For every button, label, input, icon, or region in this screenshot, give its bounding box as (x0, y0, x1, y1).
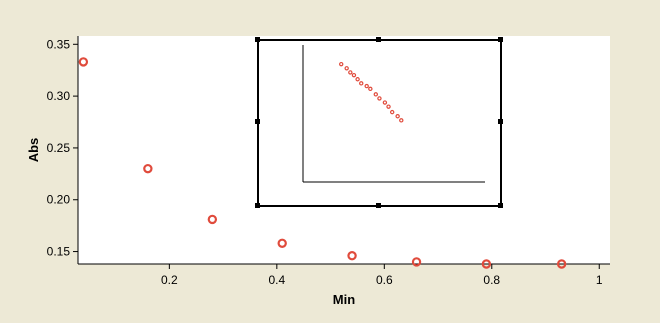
y-tick-label: 0.30 (47, 89, 71, 103)
data-point (347, 251, 357, 261)
y-tick-label: 0.25 (47, 141, 71, 155)
inset-corner-marker (498, 203, 503, 208)
inset-data-point (377, 96, 382, 101)
y-tick-label: 0.35 (47, 37, 71, 51)
inset-edge-marker (376, 203, 381, 208)
inset-data-point (399, 118, 404, 123)
inset-data-point (389, 109, 395, 115)
data-point (556, 259, 567, 269)
x-ticks: 0.2 0.4 0.6 0.8 1 (161, 264, 603, 287)
data-point (143, 163, 153, 174)
inset-edge-marker (376, 37, 381, 42)
inset-data-point (339, 61, 344, 67)
data-point (411, 257, 422, 267)
x-tick-label: 0.2 (161, 273, 178, 287)
data-points (78, 57, 567, 269)
inset-data-point (386, 104, 391, 109)
inset-corner-marker (255, 203, 260, 208)
y-tick-label: 0.15 (47, 245, 71, 259)
inset-data-point (344, 66, 349, 71)
x-tick-label: 0.4 (268, 273, 285, 287)
inset-data-point (395, 114, 400, 119)
inset-data-point (364, 83, 369, 89)
y-tick-label: 0.20 (47, 193, 71, 207)
inset-data-point (382, 100, 388, 105)
inset-data-point (348, 70, 353, 75)
inset-data-points (339, 61, 404, 123)
inset-corner-marker (498, 37, 503, 42)
data-point (481, 259, 492, 269)
y-axis-label: Abs (26, 138, 41, 163)
inset-data-point (373, 92, 378, 97)
y-ticks: 0.15 0.20 0.25 0.30 0.35 (47, 37, 78, 259)
x-axis-label: Min (333, 292, 355, 307)
data-point (277, 238, 287, 248)
data-point (78, 57, 89, 67)
inset-edge-marker (498, 119, 503, 124)
inset-data-point (351, 72, 357, 78)
inset-frame (257, 39, 502, 207)
x-tick-label: 0.8 (483, 273, 500, 287)
inset-edge-marker (255, 119, 260, 124)
inset-chart (255, 37, 503, 208)
inset-corner-marker (255, 37, 260, 42)
inset-data-point (359, 81, 364, 86)
data-point (207, 214, 218, 225)
x-tick-label: 1 (596, 273, 603, 287)
x-tick-label: 0.6 (376, 273, 393, 287)
inset-data-point (368, 86, 373, 92)
inset-data-point (355, 77, 360, 82)
